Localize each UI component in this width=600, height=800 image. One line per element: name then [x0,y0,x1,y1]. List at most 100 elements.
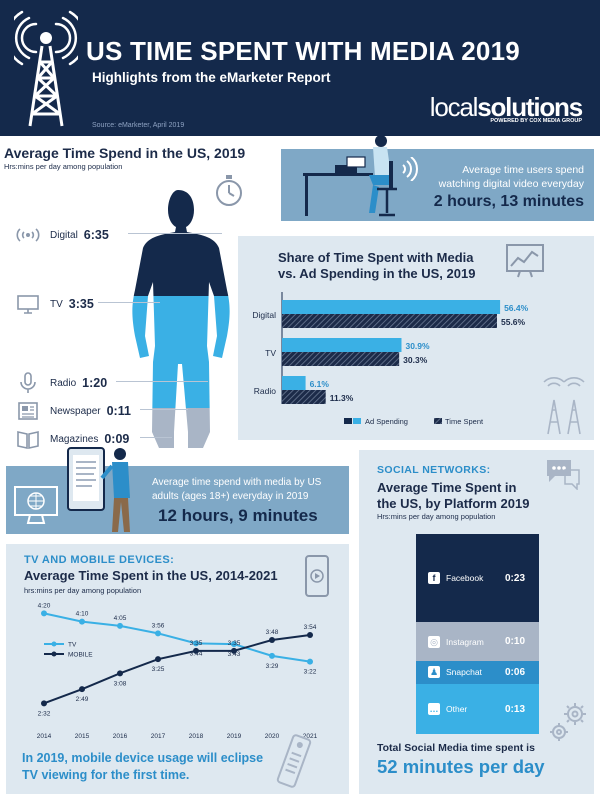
media-row-newspaper: Newspaper 0:11 [16,399,131,423]
tv-mobile-panel: TV AND MOBILE DEVICES: Average Time Spen… [6,544,349,794]
point-label-mobile: 2:49 [76,696,89,703]
legend-label-tv: TV [68,642,77,649]
point-mobile [307,632,313,638]
point-tv [193,640,199,647]
snapchat-icon: ♟ [428,666,440,679]
total-media-highlight: 12 hours, 9 minutes [158,506,318,525]
leader-line [140,437,172,438]
digital-video-line2: watching digital video everyday [438,178,584,191]
point-mobile [231,647,237,654]
wifi-signal-icon [16,228,40,242]
share-chart-title: Share of Time Spent with Media vs. Ad Sp… [278,250,475,283]
point-label-mobile: 3:54 [304,624,317,631]
point-label-mobile: 3:35 [190,640,203,647]
x-tick-label: 2016 [113,733,128,740]
page-title: US TIME SPENT WITH MEDIA 2019 [86,36,520,66]
avg-time-title: Average Time Spend in the US, 2019 [4,145,246,161]
point-mobile [269,637,275,643]
social-total-label: Total Social Media time spent is [377,742,535,754]
legend-time-spent: Time Spent [445,417,484,426]
logo-bold-text: solutions [477,92,583,122]
tv-mobile-line-chart: 4:20 4:10 4:05 3:56 3:44 3:43 3:29 3:22 2:32 2:49… [37,602,318,740]
media-row-magazines: Magazines 0:09 [16,427,129,451]
social-platform-value: 0:10 [504,636,525,648]
share-title-line2: vs. Ad Spending in the US, 2019 [278,266,476,282]
brand-logo: localsolutions [430,92,583,122]
point-tv [155,630,161,637]
legend-swatch-ad-spending [344,418,352,424]
point-tv [41,610,47,617]
chat-bubble-icon [547,460,580,490]
social-networks-panel: SOCIAL NETWORKS: Average Time Spent in t… [359,450,594,794]
transmitter-towers-icon [543,377,585,435]
social-platform-name: Other [446,704,468,714]
point-label-tv: 3:43 [228,651,241,658]
tv-mobile-subtitle: hrs:mins per day among population [24,586,142,595]
x-tick-label: 2019 [227,733,242,740]
digital-video-text: Average time users spend watching digita… [439,163,584,191]
point-label-tv: 4:20 [38,602,51,609]
tv-mobile-kicker: TV AND MOBILE DEVICES: [24,554,175,566]
social-block-instagram: ◎ Instagram 0:10 [416,622,539,661]
speech-bubble-icon: … [428,703,440,715]
ad-spending-bar [282,338,402,352]
header-banner: US TIME SPENT WITH MEDIA 2019 Highlights… [0,0,600,136]
share-chart-panel: Share of Time Spent with Media vs. Ad Sp… [238,236,594,440]
x-tick-label: 2018 [189,733,204,740]
point-mobile [117,670,123,677]
social-subtitle: Hrs:mins per day among population [377,512,496,521]
instagram-icon: ◎ [428,635,440,648]
social-title: Average Time Spent in the US, by Platfor… [377,480,529,513]
tv-mobile-footnote-line1: In 2019, mobile device usage will eclips… [22,751,264,765]
media-row-tv: TV 3:35 [16,292,94,316]
woman-at-desk-icon [303,135,397,217]
social-platform-name: Facebook [446,573,484,584]
tv-mobile-footnote-line2: TV viewing for the first time. [22,767,190,782]
social-platform-value: 0:13 [504,703,525,715]
line-mobile [43,634,311,705]
social-platform-name: Instagram [446,636,484,647]
point-label-mobile: 3:08 [114,680,127,687]
leader-line [98,302,160,303]
point-mobile [193,647,199,654]
share-value-label: 6.1% [310,379,330,389]
social-block-facebook: f Facebook 0:23 [416,534,539,623]
share-title-line1: Share of Time Spent with Media [278,250,474,265]
x-tick-label: 2014 [37,733,52,740]
legend-dot-tv [51,641,57,647]
time-spent-bar [282,314,497,328]
man-with-tablet-icon [67,447,130,532]
media-value: 0:09 [104,432,130,446]
share-value-label: 30.9% [405,341,430,351]
point-tv [79,618,85,625]
remote-control-icon [276,734,312,788]
bar-chart-icon [506,244,544,278]
leader-line [140,409,188,410]
avg-time-subtitle: Hrs:mins per day among population [4,162,123,171]
digital-video-line1: Average time users spend [462,164,584,176]
share-category-label: Digital [252,310,276,320]
social-platform-value: 0:06 [504,666,525,678]
share-value-label: 30.3% [403,355,428,365]
page-subtitle: Highlights from the eMarketer Report [92,70,331,85]
social-platform-name: Snapchat [446,667,482,678]
point-label-tv: 3:29 [266,663,279,670]
share-category-label: Radio [254,386,276,396]
social-kicker: SOCIAL NETWORKS: [377,464,491,476]
point-label-tv: 4:10 [76,611,89,618]
leader-line [128,233,222,234]
social-block-other: … Other 0:13 [416,684,539,734]
x-tick-label: 2017 [151,733,166,740]
media-value: 3:35 [68,297,94,311]
tv-mobile-footnote: In 2019, mobile device usage will eclips… [22,750,263,784]
point-label-tv: 3:44 [190,650,203,657]
stopwatch-icon [216,175,242,206]
media-label: Newspaper [50,405,101,417]
point-label-tv: 3:56 [152,622,165,629]
point-label-tv: 4:05 [114,615,127,622]
total-media-line1: Average time spend with media by US [152,477,322,488]
x-tick-label: 2015 [75,733,90,740]
media-label: Radio [50,377,77,389]
media-row-radio: Radio 1:20 [16,371,107,395]
share-value-label: 11.3% [330,393,354,403]
